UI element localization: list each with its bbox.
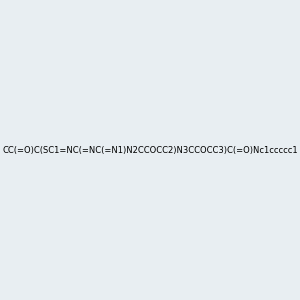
Text: CC(=O)C(SC1=NC(=NC(=N1)N2CCOCC2)N3CCOCC3)C(=O)Nc1ccccc1: CC(=O)C(SC1=NC(=NC(=N1)N2CCOCC2)N3CCOCC3… [2, 146, 298, 154]
